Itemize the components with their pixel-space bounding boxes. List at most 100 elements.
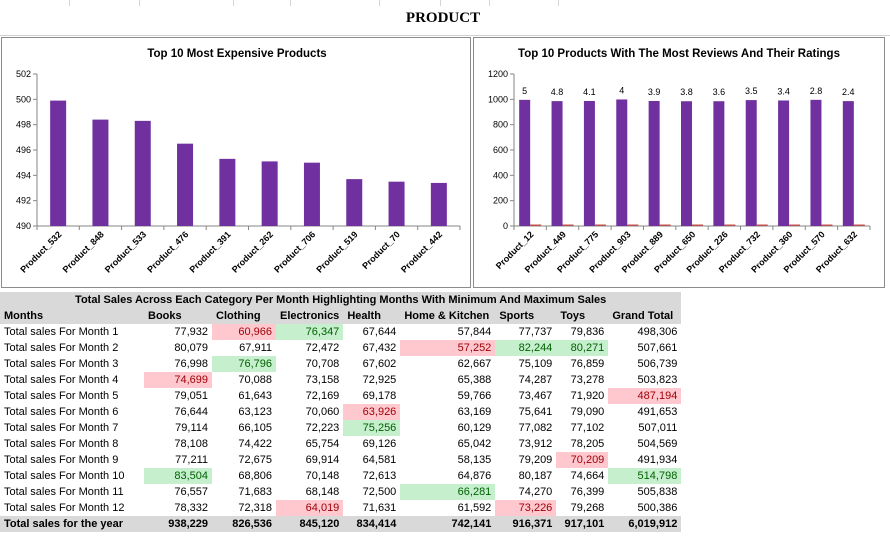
sales-cell-max[interactable]: 76,796	[212, 356, 276, 372]
sales-cell[interactable]: 73,278	[570, 374, 605, 386]
sales-cell[interactable]: 76,399	[570, 486, 605, 498]
sales-cell-min[interactable]: 70,209	[556, 452, 609, 468]
sales-cell[interactable]: 65,042	[457, 438, 492, 450]
sales-cell[interactable]: 491,653	[637, 406, 678, 418]
sales-cell[interactable]: 79,268	[570, 502, 605, 514]
sales-cell[interactable]: 67,911	[239, 342, 272, 354]
table-caption[interactable]: Total Sales Across Each Category Per Mon…	[0, 292, 682, 308]
sales-cell[interactable]: 507,011	[638, 422, 678, 434]
sales-cell[interactable]: 63,123	[238, 406, 272, 418]
sales-cell[interactable]: 72,500	[362, 486, 397, 498]
sales-cell-max[interactable]: 75,256	[343, 420, 401, 436]
sales-cell[interactable]: 80,187	[518, 470, 553, 482]
sales-cell[interactable]: 72,675	[238, 454, 272, 466]
sales-cell[interactable]: 73,912	[518, 438, 553, 450]
sales-cell-max[interactable]: 514,798	[608, 468, 682, 484]
sales-cell[interactable]: 57,844	[457, 326, 492, 338]
sales-cell-max[interactable]: 76,347	[276, 324, 344, 340]
sales-cell[interactable]: 503,823	[637, 374, 678, 386]
column-header[interactable]: Books	[144, 308, 212, 324]
sales-cell[interactable]: 71,920	[570, 390, 605, 402]
column-header[interactable]: Grand Total	[608, 308, 682, 324]
sales-cell[interactable]: 77,211	[175, 454, 208, 466]
sales-cell[interactable]: 505,838	[637, 486, 678, 498]
expensive-products-chart[interactable]: Top 10 Most Expensive Products 490 492 494 4…	[1, 37, 471, 288]
column-header[interactable]: Home & Kitchen	[400, 308, 496, 324]
sales-cell[interactable]: 67,644	[362, 326, 397, 338]
sales-cell[interactable]: 70,060	[305, 406, 340, 418]
sales-cell[interactable]: 68,148	[305, 486, 340, 498]
sales-cell[interactable]: 61,643	[238, 390, 272, 402]
sales-cell[interactable]: 63,169	[457, 406, 492, 418]
sales-cell[interactable]: 77,102	[570, 422, 605, 434]
sales-cell[interactable]: 507,661	[637, 342, 678, 354]
total-cell[interactable]: 845,120	[276, 516, 344, 532]
sales-cell[interactable]: 74,270	[518, 486, 553, 498]
month-label-cell[interactable]: Total sales For Month 3	[4, 358, 119, 370]
sales-cell[interactable]: 70,148	[305, 470, 340, 482]
total-cell[interactable]: 938,229	[144, 516, 212, 532]
sales-cell[interactable]: 59,766	[457, 390, 492, 402]
sales-cell-min[interactable]: 74,699	[144, 372, 212, 388]
sales-cell-max[interactable]: 66,281	[400, 484, 496, 500]
sales-cell[interactable]: 75,109	[518, 358, 553, 370]
sales-cell[interactable]: 65,388	[457, 374, 492, 386]
sales-cell[interactable]: 504,569	[637, 438, 678, 450]
sales-cell[interactable]: 70,708	[305, 358, 340, 370]
month-label-cell[interactable]: Total sales For Month 9	[4, 454, 119, 466]
sales-cell[interactable]: 71,631	[362, 502, 397, 514]
sales-cell[interactable]: 74,422	[238, 438, 272, 450]
sales-cell[interactable]: 70,088	[238, 374, 272, 386]
sales-cell[interactable]: 68,806	[238, 470, 272, 482]
sales-cell[interactable]: 72,169	[305, 390, 340, 402]
sales-cell[interactable]: 64,581	[362, 454, 397, 466]
sales-cell[interactable]: 66,105	[238, 422, 272, 434]
sales-cell[interactable]: 76,644	[174, 406, 208, 418]
sales-cell[interactable]: 76,557	[174, 486, 208, 498]
sales-cell[interactable]: 71,683	[238, 486, 272, 498]
sales-cell[interactable]: 79,051	[174, 390, 208, 402]
sales-cell[interactable]: 67,602	[362, 358, 397, 370]
month-label-cell[interactable]: Total sales For Month 8	[4, 438, 119, 450]
sales-cell[interactable]: 74,664	[570, 470, 605, 482]
sales-cell[interactable]: 58,135	[457, 454, 492, 466]
sales-cell[interactable]: 77,737	[518, 326, 553, 338]
sales-cell[interactable]: 498,306	[637, 326, 678, 338]
sales-cell-max[interactable]: 82,244	[495, 340, 557, 356]
column-header[interactable]: Toys	[556, 308, 609, 324]
sales-cell[interactable]: 79,836	[570, 326, 605, 338]
sales-cell-max[interactable]: 80,271	[556, 340, 609, 356]
total-cell[interactable]: 834,414	[343, 516, 401, 532]
column-header[interactable]: Months	[0, 308, 144, 324]
total-cell[interactable]: 6,019,912	[608, 516, 682, 532]
month-label-cell[interactable]: Total sales For Month 12	[4, 502, 125, 514]
total-label-cell[interactable]: Total sales for the year	[0, 516, 144, 532]
total-cell[interactable]: 742,141	[400, 516, 496, 532]
sales-cell[interactable]: 79,209	[518, 454, 553, 466]
sales-cell-max[interactable]: 83,504	[144, 468, 212, 484]
sales-cell[interactable]: 72,925	[362, 374, 397, 386]
sales-cell-min[interactable]: 64,019	[276, 500, 344, 516]
sales-cell[interactable]: 69,178	[362, 390, 397, 402]
total-cell[interactable]: 917,101	[556, 516, 609, 532]
sales-cell-min[interactable]: 60,966	[212, 324, 276, 340]
reviews-ratings-chart[interactable]: Top 10 Products With The Most Reviews An…	[473, 37, 885, 288]
sales-cell[interactable]: 67,432	[362, 342, 397, 354]
sales-cell[interactable]: 506,739	[637, 358, 678, 370]
sales-cell[interactable]: 77,932	[174, 326, 208, 338]
column-header[interactable]: Clothing	[212, 308, 276, 324]
sales-cell[interactable]: 79,090	[570, 406, 605, 418]
month-label-cell[interactable]: Total sales For Month 10	[4, 470, 125, 482]
sales-cell[interactable]: 78,108	[174, 438, 208, 450]
sales-cell[interactable]: 75,641	[518, 406, 553, 418]
month-label-cell[interactable]: Total sales For Month 2	[4, 342, 119, 354]
sales-cell[interactable]: 72,223	[305, 422, 340, 434]
column-header[interactable]: Sports	[495, 308, 557, 324]
total-cell[interactable]: 916,371	[495, 516, 557, 532]
sales-cell[interactable]: 72,318	[238, 502, 272, 514]
sales-cell[interactable]: 64,876	[457, 470, 492, 482]
sales-cell[interactable]: 69,126	[362, 438, 397, 450]
sales-cell[interactable]: 78,332	[174, 502, 208, 514]
column-header[interactable]: Electronics	[276, 308, 344, 324]
sales-cell-min[interactable]: 487,194	[608, 388, 682, 404]
